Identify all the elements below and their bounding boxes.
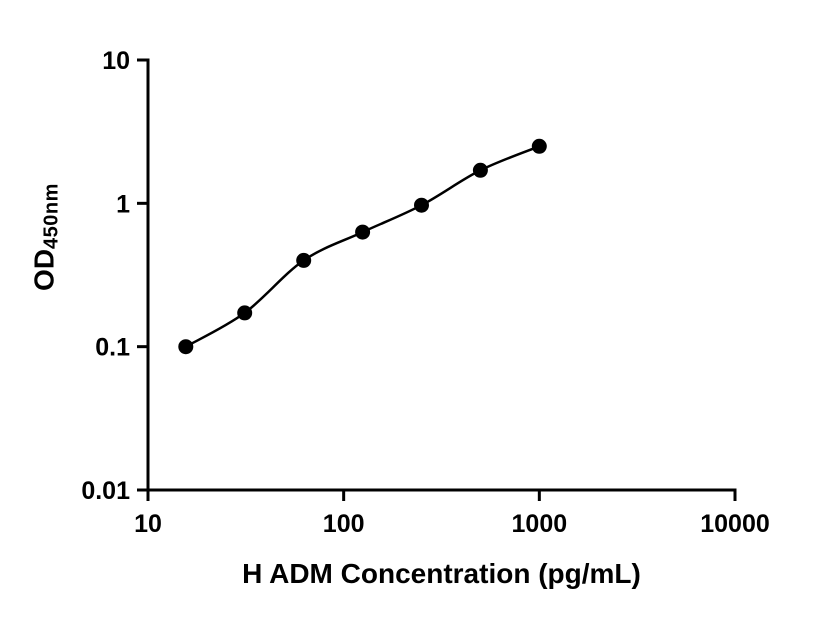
y-axis-title-main: OD [28,248,60,291]
y-tick-label: 1 [116,190,130,218]
data-point [178,339,194,355]
data-point [472,162,488,178]
y-axis-title-subscript: 450nm [40,183,63,249]
x-axis-title: H ADM Concentration (pg/mL) [242,558,641,589]
data-point [355,224,371,240]
data-point [531,138,547,154]
x-tick-label: 10000 [700,510,770,538]
y-axis-title: OD450nm [28,183,63,291]
x-tick-label: 10 [134,510,162,538]
data-point [414,197,429,213]
data-point [237,305,253,321]
y-tick-label: 0.1 [95,334,130,362]
y-tick-label: 0.01 [81,477,130,505]
x-tick-label: 100 [323,510,365,538]
y-tick-label: 10 [102,47,130,75]
data-point [296,252,312,268]
x-tick-label: 1000 [512,510,568,538]
